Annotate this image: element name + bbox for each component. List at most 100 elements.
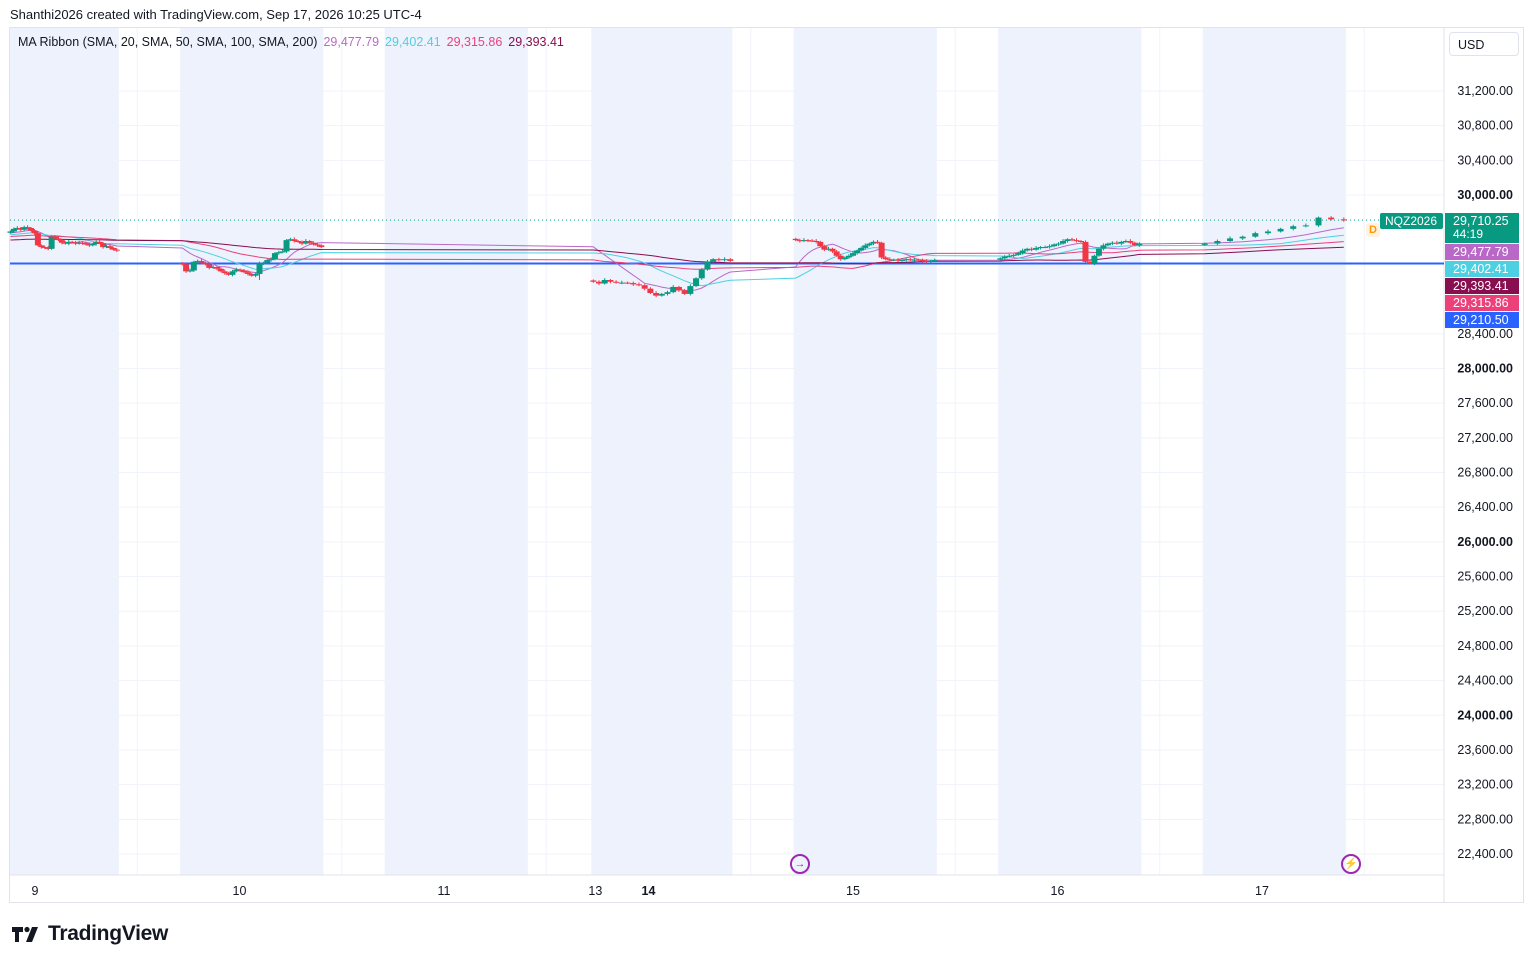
candle (113, 248, 120, 253)
candle (17, 226, 24, 232)
candle (927, 259, 934, 264)
price-label-bg (1445, 261, 1519, 277)
candle-body (210, 267, 217, 269)
candle (210, 265, 217, 269)
currency-selector[interactable]: USD (1449, 32, 1519, 56)
candle-body (1024, 248, 1031, 251)
candle-body (1006, 255, 1013, 257)
candle-body (275, 252, 282, 254)
candle (641, 284, 648, 291)
candle-body (287, 239, 294, 241)
candle (837, 253, 844, 261)
candle-body (635, 284, 642, 286)
candle (271, 252, 278, 261)
price-label-bg (1445, 244, 1519, 260)
candle-body (233, 269, 240, 272)
candle-body (1095, 248, 1102, 256)
candle-body (890, 259, 897, 261)
candle (38, 244, 45, 249)
price-tick-label: 23,600.00 (1457, 743, 1513, 757)
candle-body (279, 251, 286, 253)
sma200-line (10, 238, 1344, 265)
tradingview-brand: TradingView (48, 922, 169, 945)
candle-body (595, 281, 602, 284)
candle (915, 258, 922, 262)
symbol-tag-text: NQZ2026 (1385, 214, 1437, 228)
candle-body (225, 273, 232, 275)
candle (233, 267, 240, 273)
candle (809, 239, 816, 243)
candle-body (28, 227, 35, 231)
candle-body (1086, 261, 1093, 264)
candle (670, 285, 677, 294)
candle (1073, 238, 1080, 243)
time-tick-label: 14 (642, 884, 656, 898)
candle (858, 246, 865, 252)
candle-body (850, 253, 856, 256)
candle (821, 244, 828, 252)
horizontal-line (10, 219, 1444, 265)
legend-sma50-value: 29,402.41 (385, 35, 441, 49)
candle-body (76, 242, 83, 244)
candle-body (41, 247, 48, 249)
candle-body (1328, 217, 1335, 220)
candle-body (298, 241, 305, 244)
candle (244, 270, 251, 276)
candle (693, 277, 700, 288)
candle (41, 245, 48, 249)
session-shade (10, 28, 119, 875)
candle-body (647, 288, 654, 294)
candle (894, 258, 901, 263)
lightning-event-icon[interactable]: ⚡ (1341, 854, 1361, 874)
candle (45, 246, 52, 251)
price-tick-label: 26,800.00 (1457, 466, 1513, 480)
candle (1277, 227, 1284, 233)
candle-body (306, 240, 313, 243)
candle-body (607, 280, 614, 282)
candle (675, 285, 682, 292)
sma100-line (10, 234, 1344, 270)
candles (7, 216, 1347, 298)
tradingview-logo-icon (12, 926, 38, 942)
candle (687, 284, 694, 296)
candle (878, 241, 885, 260)
candle (62, 241, 69, 245)
time-tick-label: 15 (846, 884, 860, 898)
go-to-realtime-icon[interactable]: → (790, 854, 810, 874)
candle (1340, 217, 1347, 222)
time-axis: 9 10 11 13 14 15 16 17 (32, 884, 1269, 898)
candle-body (268, 259, 275, 261)
candle (710, 258, 717, 264)
candle-body (792, 238, 799, 241)
candle-body (106, 246, 113, 248)
candle (866, 242, 873, 247)
candle-body (217, 268, 224, 272)
candle (69, 240, 76, 244)
time-tick-label: 11 (438, 884, 451, 898)
candle-body (866, 243, 873, 246)
price-tick-label: 25,200.00 (1457, 604, 1513, 618)
candle (295, 239, 302, 243)
tradingview-logo[interactable]: TradingView (12, 922, 168, 946)
candle (252, 272, 259, 278)
candle (1019, 248, 1026, 255)
candle (845, 254, 852, 260)
candle (907, 257, 914, 262)
candle-body (1019, 250, 1026, 254)
candle-body (1064, 239, 1071, 241)
candle-body (641, 285, 648, 289)
candle-body (17, 227, 24, 230)
dividend-marker-icon[interactable]: D (1366, 223, 1380, 237)
candle-body (800, 240, 807, 242)
candle-body (79, 242, 86, 244)
candle-body (1001, 256, 1008, 259)
candle-body (1302, 225, 1309, 227)
candle-body (1033, 247, 1040, 250)
indicator-legend[interactable]: MA Ribbon (SMA, 20, SMA, 50, SMA, 100, S… (18, 35, 570, 49)
candle-body (45, 247, 52, 249)
candle-body (618, 282, 625, 284)
candle-body (882, 257, 889, 260)
candle-body (283, 240, 290, 252)
candle-body (264, 260, 271, 263)
